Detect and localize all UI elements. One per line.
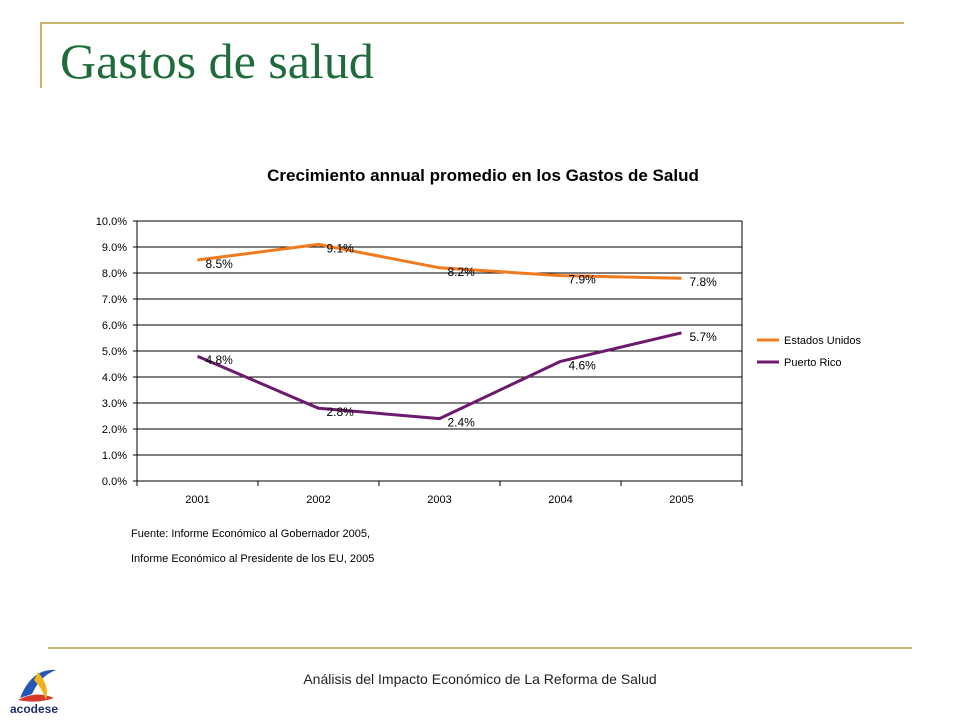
data-label: 5.7%	[690, 330, 718, 344]
x-tick-label: 2002	[306, 494, 330, 506]
chart-legend: Estados Unidos Puerto Rico	[757, 335, 862, 369]
data-label: 2.4%	[448, 416, 476, 430]
x-tick-label: 2003	[427, 494, 451, 506]
source-line-2: Informe Económico al Presidente de los E…	[131, 553, 375, 565]
y-tick-label: 6.0%	[102, 320, 127, 332]
source-line-1: Fuente: Informe Económico al Gobernador …	[131, 528, 371, 540]
line-chart: Crecimiento annual promedio en los Gasto…	[96, 166, 862, 506]
series-line-estados-unidos	[197, 242, 682, 280]
x-tick-label: 2001	[185, 494, 209, 506]
data-label: 2.8%	[327, 405, 355, 419]
top-rule	[40, 22, 904, 24]
y-tick-label: 3.0%	[102, 398, 127, 410]
x-axis-ticks: 2001 2002 2003 2004 2005	[136, 481, 743, 506]
data-label: 4.6%	[569, 358, 597, 372]
chart-gridlines	[133, 220, 743, 482]
data-label: 8.2%	[448, 265, 476, 279]
y-tick-label: 10.0%	[96, 216, 127, 228]
logo-wordmark: acodese	[10, 702, 59, 716]
acodese-logo	[18, 669, 56, 702]
x-tick-label: 2005	[669, 494, 693, 506]
data-label: 8.5%	[206, 257, 234, 271]
series-line-puerto-rico	[196, 331, 682, 421]
y-tick-label: 1.0%	[102, 450, 127, 462]
data-label: 7.9%	[569, 273, 597, 287]
y-tick-label: 4.0%	[102, 372, 127, 384]
y-tick-label: 2.0%	[102, 424, 127, 436]
slide-title: Gastos de salud	[60, 33, 374, 89]
data-label: 9.1%	[327, 241, 355, 255]
y-tick-label: 0.0%	[102, 476, 127, 488]
chart-title: Crecimiento annual promedio en los Gasto…	[267, 166, 699, 185]
y-tick-label: 7.0%	[102, 294, 127, 306]
x-tick-label: 2004	[548, 494, 572, 506]
legend-label: Puerto Rico	[784, 357, 841, 369]
data-label: 7.8%	[690, 275, 718, 289]
data-label: 4.8%	[206, 353, 234, 367]
y-tick-label: 9.0%	[102, 242, 127, 254]
y-tick-label: 5.0%	[102, 346, 127, 358]
y-axis-ticks: 0.0% 1.0% 2.0% 3.0% 4.0% 5.0% 6.0% 7.0% 8.0% 9.0%…	[96, 216, 127, 488]
chart-series	[196, 242, 682, 421]
bottom-rule	[48, 647, 912, 649]
left-rule	[40, 22, 42, 88]
footer-text: Análisis del Impacto Económico de La Ref…	[303, 671, 657, 687]
legend-label: Estados Unidos	[784, 335, 862, 347]
chart-data-labels: 8.5% 9.1% 8.2% 7.9% 7.8% 4.8% 2.8% 2.4% 4.6% 5.7%	[206, 241, 718, 429]
y-tick-label: 8.0%	[102, 268, 127, 280]
